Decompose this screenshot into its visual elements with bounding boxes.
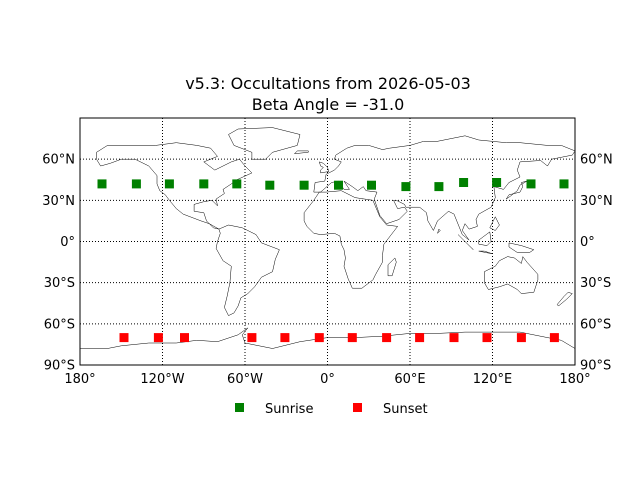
x-tick-label: 120°W — [140, 372, 184, 387]
legend-sunrise-marker — [235, 403, 244, 412]
y-tick-label-left: 60°S — [44, 317, 75, 332]
x-tick-label: 180° — [64, 372, 95, 387]
sunset-point — [382, 333, 392, 343]
y-tick-label-right: 60°S — [580, 317, 611, 332]
legend: Sunrise Sunset — [235, 402, 428, 417]
sunrise-point — [434, 182, 444, 192]
y-tick-label-left: 30°N — [42, 194, 75, 209]
y-tick-label-right: 90°S — [580, 359, 611, 374]
axis-ticks: 60°N 60°N 30°N 30°N 0° 0° 30°S 30°S 60°S 60°S 90°S… — [42, 153, 613, 387]
y-tick-label-right: 60°N — [580, 153, 613, 168]
sunrise-point — [97, 179, 107, 189]
sunrise-point — [559, 179, 569, 189]
sunset-point — [516, 333, 526, 343]
sunset-point — [153, 333, 163, 343]
sunset-point — [247, 333, 257, 343]
sunrise-point — [459, 178, 469, 187]
y-tick-label-right: 0° — [580, 235, 595, 250]
x-tick-label: 120°E — [473, 372, 513, 387]
chart-subtitle: Beta Angle = -31.0 — [252, 95, 405, 114]
sunset-point — [119, 333, 129, 343]
sunrise-point — [265, 180, 275, 190]
chart-title: v5.3: Occultations from 2026-05-03 — [185, 74, 471, 93]
sunrise-point — [232, 179, 242, 189]
y-tick-label-left: 0° — [60, 235, 75, 250]
sunrise-point — [299, 180, 309, 190]
sunrise-point — [199, 179, 209, 189]
sunset-point — [549, 333, 559, 343]
sunset-point — [280, 333, 290, 343]
y-tick-label-left: 60°N — [42, 153, 75, 168]
x-tick-label: 0° — [320, 372, 335, 387]
y-tick-label-right: 30°S — [580, 276, 611, 291]
sunrise-point — [334, 180, 343, 190]
legend-sunset-marker — [353, 403, 362, 412]
y-tick-label-right: 30°N — [580, 194, 613, 209]
sunset-point — [482, 333, 492, 343]
sunrise-point — [492, 178, 502, 187]
plot-frame — [79, 117, 576, 366]
data-points — [97, 178, 569, 343]
y-tick-label-left: 90°S — [44, 359, 75, 374]
legend-sunrise-label: Sunrise — [265, 402, 313, 417]
sunset-point — [180, 333, 189, 343]
sunrise-point — [401, 182, 411, 192]
sunset-point — [314, 333, 324, 343]
sunrise-point — [164, 179, 174, 189]
sunrise-point — [526, 179, 536, 189]
sunrise-point — [131, 179, 141, 189]
sunrise-point — [367, 180, 376, 190]
legend-sunset-label: Sunset — [383, 402, 428, 417]
grid-lines — [80, 118, 575, 365]
sunset-point — [415, 333, 425, 343]
y-tick-label-left: 30°S — [44, 276, 75, 291]
sunset-point — [449, 333, 459, 343]
x-tick-label: 60°W — [227, 372, 263, 387]
sunset-point — [347, 333, 357, 343]
x-tick-label: 60°E — [394, 372, 425, 387]
x-tick-label: 180° — [559, 372, 590, 387]
